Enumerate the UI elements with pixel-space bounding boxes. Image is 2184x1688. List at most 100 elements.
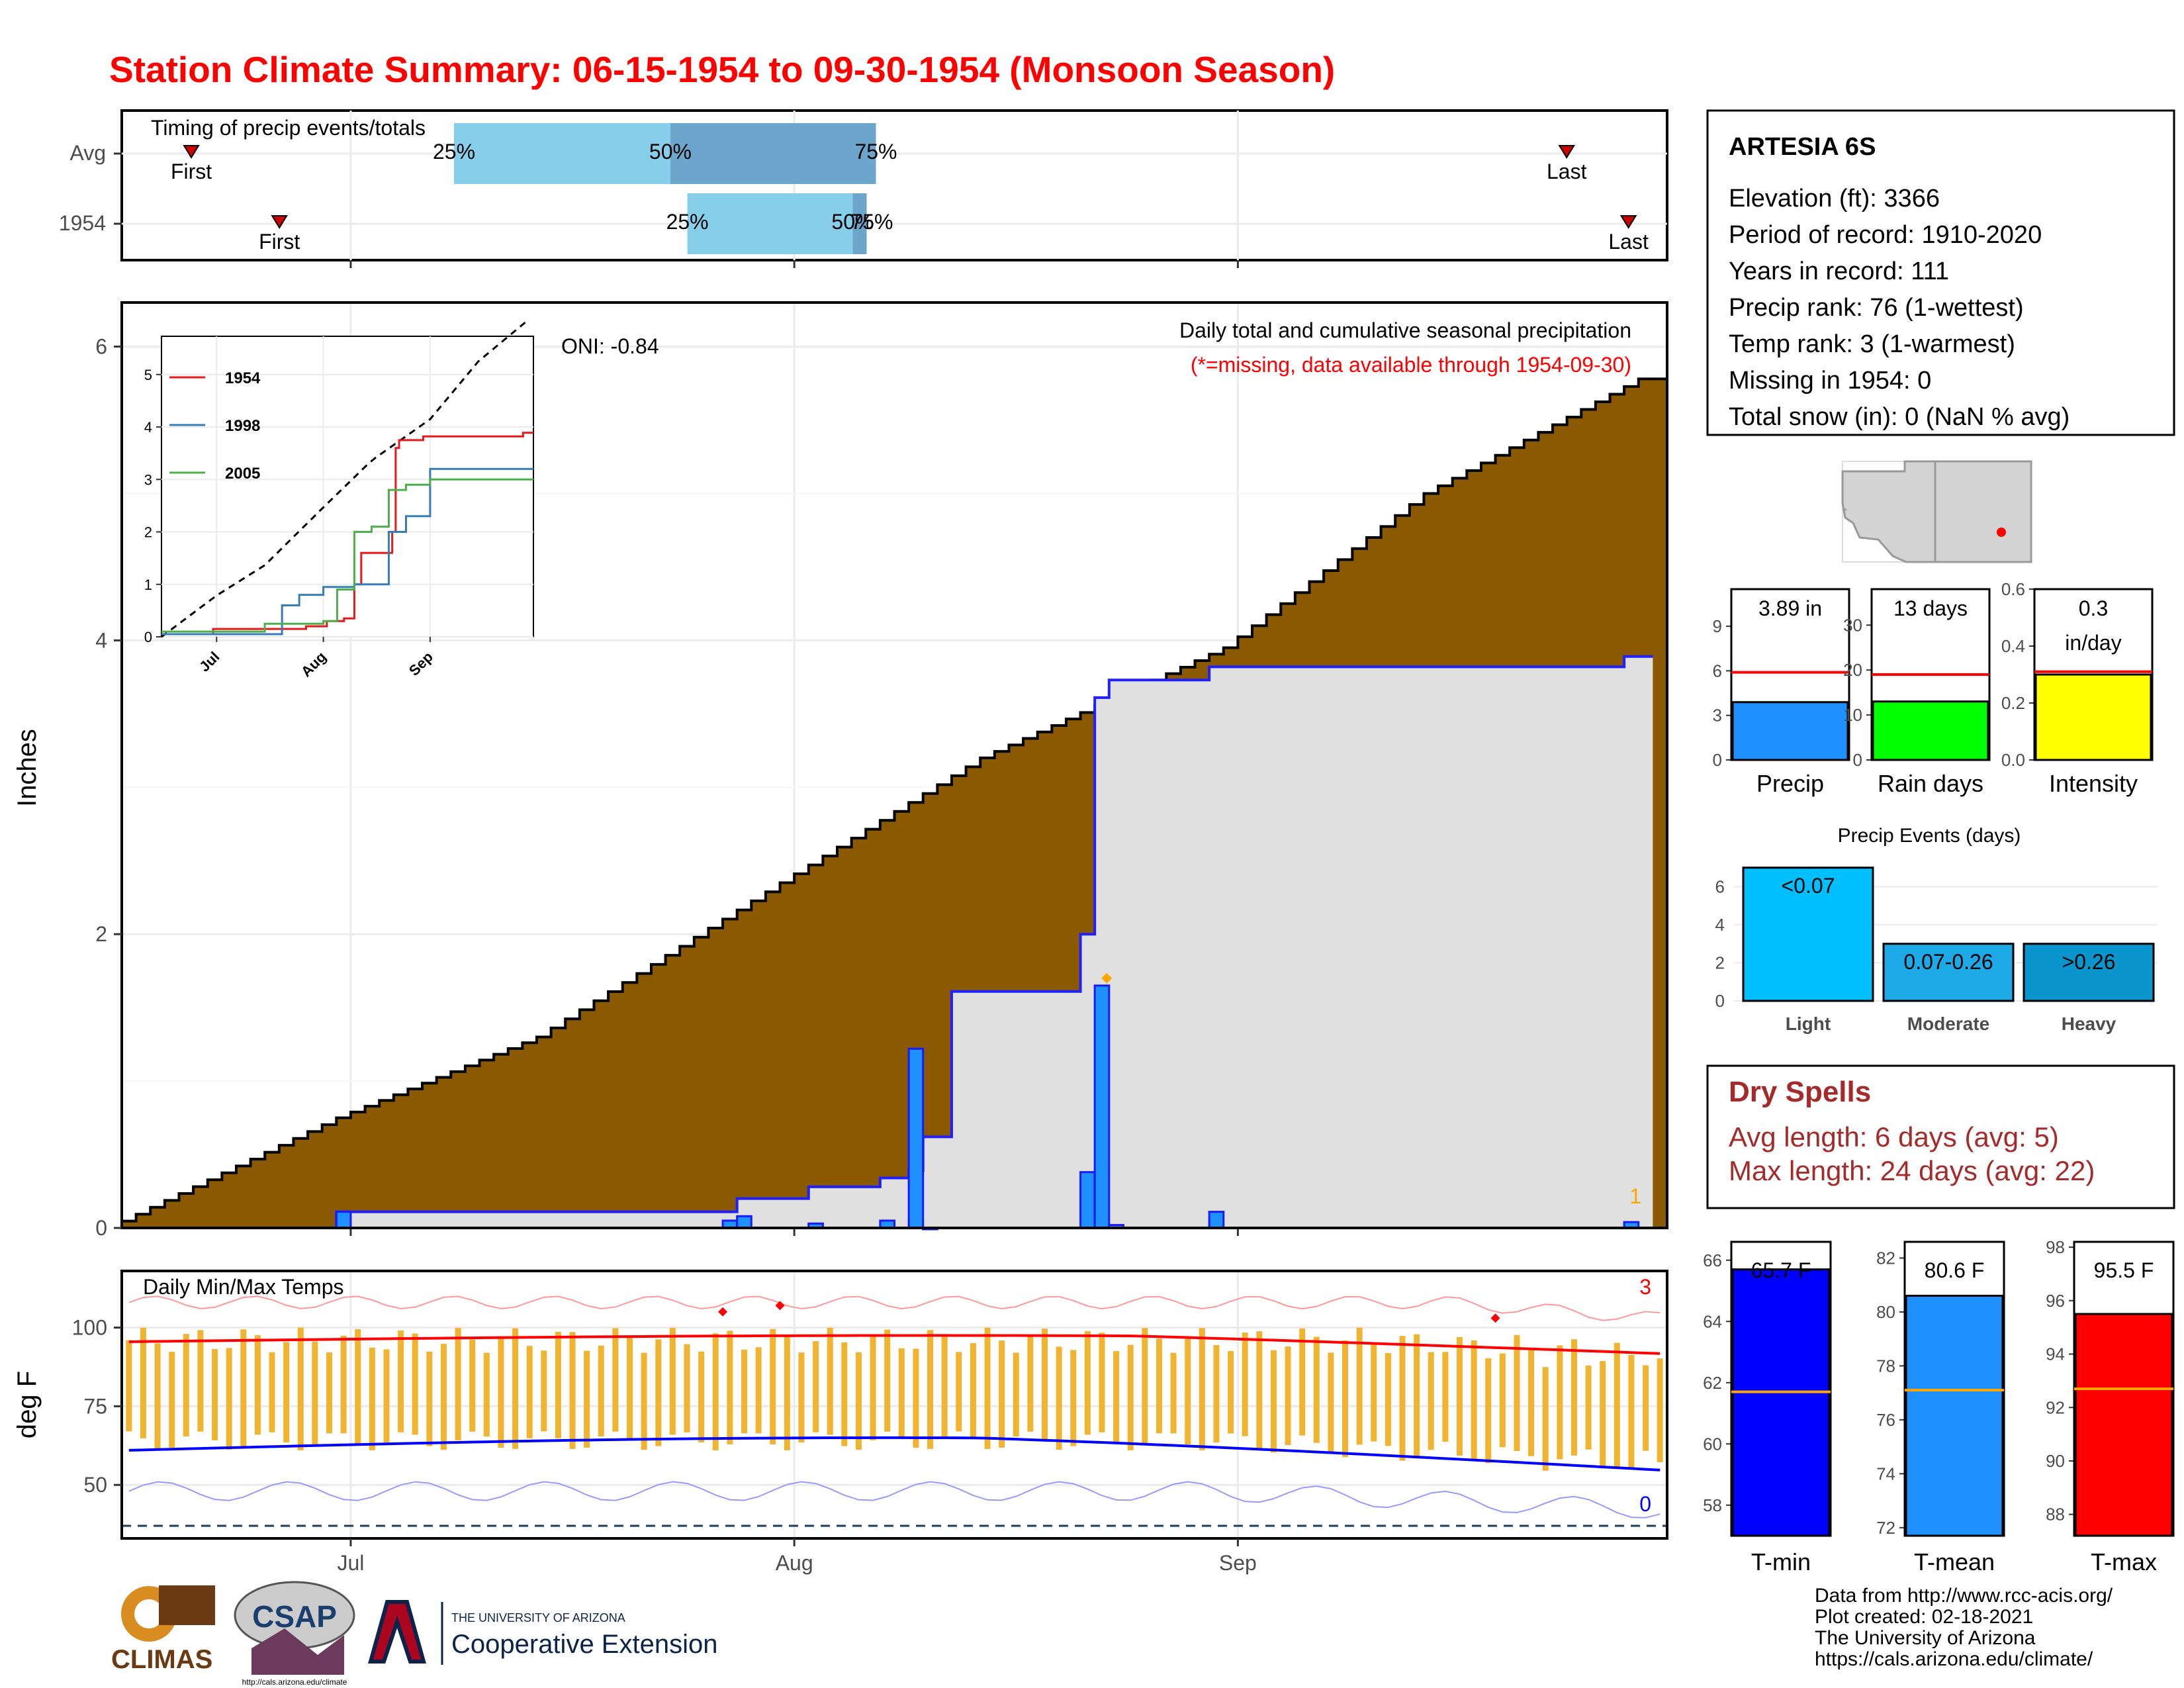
events-bar-Moderate: [1882, 943, 2015, 1002]
summary-y-tick-label: 6: [1713, 661, 1722, 680]
climas-logo: CLIMAS: [111, 1585, 215, 1674]
inset-legend-label: 2005: [225, 465, 260, 483]
timing-pct-label: 25%: [433, 140, 475, 164]
inset-y-tick-label: 0: [144, 629, 152, 645]
temp-bar-y-tick-label: 80: [1876, 1302, 1895, 1322]
main-precip-chart: 0 2 4 6 Inches Daily total and cumulative s…: [13, 301, 1668, 1376]
dry-spells-max: Max length: 24 days (avg: 22): [1729, 1155, 2095, 1186]
main-y-tick-label: 0: [95, 1216, 107, 1240]
credit-line: Data from http://www.rcc-acis.org/: [1815, 1585, 2113, 1607]
summary-y-tick-label: 3: [1713, 706, 1722, 726]
events-title: Precip Events (days): [1838, 825, 2021, 847]
temp-y-axis-label: deg F: [13, 1371, 42, 1438]
avg-max-temp-line: [128, 1334, 1661, 1355]
inset-y-tick-label: 4: [144, 419, 152, 436]
temp-bar-T-max: [2074, 1313, 2173, 1537]
station-info-line: Period of record: 1910-2020: [1729, 221, 2042, 249]
summary-y-tick-label: 9: [1713, 616, 1722, 636]
summary-bar-Precip: [1731, 701, 1849, 761]
timing-bar-25-50: [454, 123, 670, 184]
temp-bar-y-tick-label: 92: [2046, 1397, 2065, 1417]
station-info-line: Years in record: 111: [1729, 258, 1949, 285]
credit-line: The University of Arizona: [1815, 1627, 2036, 1649]
timing-pct-label: 75%: [850, 210, 893, 234]
summary-y-tick-label: 0.6: [2001, 579, 2025, 599]
temp-bar-y-tick-label: 82: [1876, 1248, 1895, 1268]
station-info-line: Missing in 1954: 0: [1729, 367, 1931, 395]
timing-pct-label: 50%: [649, 140, 692, 164]
summary-y-tick-label: 0.4: [2001, 636, 2025, 656]
temp-count-top: 3: [1639, 1275, 1651, 1299]
main-note-missing: (*=missing, data available through 1954-…: [1191, 353, 1631, 377]
climas-logo-text: CLIMAS: [111, 1645, 212, 1674]
events-y-tick-label: 6: [1715, 877, 1725, 897]
csap-logo-text: CSAP: [252, 1599, 337, 1634]
oni-label: ONI: -0.84: [561, 334, 659, 358]
events-bar-label: <0.07: [1782, 874, 1835, 898]
inset-y-tick-label: 2: [144, 524, 152, 541]
credits: Data from http://www.rcc-acis.org/Plot c…: [1815, 1585, 2113, 1670]
temp-y-ticks: 50 75 100: [72, 1316, 122, 1497]
temp-bar-y-tick-label: 74: [1876, 1464, 1895, 1483]
summary-y-tick-label: 0: [1853, 750, 1862, 770]
timing-last-label: Last: [1547, 160, 1587, 183]
summary-y-tick-label: 10: [1843, 705, 1862, 725]
summary-value-label: 3.89 in: [1758, 596, 1822, 620]
max-day-marker: [1101, 972, 1113, 984]
summary-value-label: in/day: [2065, 631, 2121, 655]
events-bar-Heavy: [2023, 943, 2155, 1002]
timing-panel: Timing of precip events/totals 25% 50% 75%…: [59, 109, 1668, 268]
temp-y-tick-label: 50: [83, 1473, 107, 1497]
station-name: ARTESIA 6S: [1729, 133, 1876, 161]
temp-bar-y-tick-label: 64: [1703, 1311, 1722, 1331]
station-location-dot: [1997, 528, 2006, 537]
temp-bar-T-min: [1731, 1268, 1831, 1537]
summary-value-label: 13 days: [1893, 596, 1968, 620]
temp-bar-value-label: 80.6 F: [1925, 1258, 1985, 1282]
month-x-ticks: Jul Aug Sep: [337, 1538, 1257, 1575]
credit-line: https://cals.arizona.edu/climate/: [1815, 1648, 2093, 1670]
timing-pct-label: 50%: [831, 210, 874, 234]
page-title: Station Climate Summary: 06-15-1954 to 0…: [109, 49, 1335, 90]
timing-first-label: First: [171, 160, 212, 183]
daily-precip-bar: [1208, 1211, 1225, 1229]
timing-first-marker: [271, 215, 288, 229]
ua-small-text: THE UNIVERSITY OF ARIZONA: [451, 1611, 625, 1624]
timing-row-label-year: 1954: [59, 211, 106, 235]
summary-name-label: Precip: [1756, 770, 1824, 797]
temp-bar-y-tick-label: 72: [1876, 1518, 1895, 1538]
timing-bar-50-75: [670, 123, 876, 184]
locator-map: [1841, 460, 2032, 563]
record-high-marker: [1490, 1313, 1500, 1323]
summary-y-tick-label: 0.0: [2001, 750, 2025, 770]
temp-label: Daily Min/Max Temps: [143, 1275, 343, 1299]
inset-y-tick-label: 5: [144, 367, 152, 383]
summary-bar-Intensity: [2034, 673, 2152, 761]
inset-series-line-2005: [161, 478, 533, 633]
summary-y-tick-label: 30: [1843, 615, 1862, 635]
timing-last-marker: [1619, 215, 1637, 229]
timing-bar-25-50: [687, 193, 853, 254]
credit-line: Plot created: 02-18-2021: [1815, 1606, 2033, 1628]
observed-cumulative-area: [122, 656, 1653, 1228]
dry-spells-avg: Avg length: 6 days (avg: 5): [1729, 1121, 2059, 1152]
record-low-line: [128, 1481, 1661, 1519]
main-y-tick-label: 6: [95, 335, 107, 359]
temp-bar-y-tick-label: 90: [2046, 1451, 2065, 1471]
temp-y-tick-label: 100: [72, 1316, 107, 1340]
summary-bar-Rain days: [1872, 700, 1989, 761]
summary-value-label: 0.3: [2079, 596, 2108, 620]
station-info-line: Temp rank: 3 (1-warmest): [1729, 330, 2015, 358]
summary-name-label: Intensity: [2049, 770, 2138, 797]
month-tick-label: Jul: [337, 1551, 364, 1575]
events-bar-label: 0.07-0.26: [1903, 950, 1993, 974]
main-y-ticks: 0 2 4 6: [95, 335, 122, 1240]
timing-last-marker: [1558, 145, 1576, 159]
month-tick-label: Aug: [776, 1551, 813, 1575]
timing-row-label-avg: Avg: [69, 141, 106, 165]
inset-legend-label: 1998: [225, 417, 260, 435]
inset-y-tick-label: 1: [144, 577, 152, 593]
record-high-marker: [718, 1307, 728, 1317]
